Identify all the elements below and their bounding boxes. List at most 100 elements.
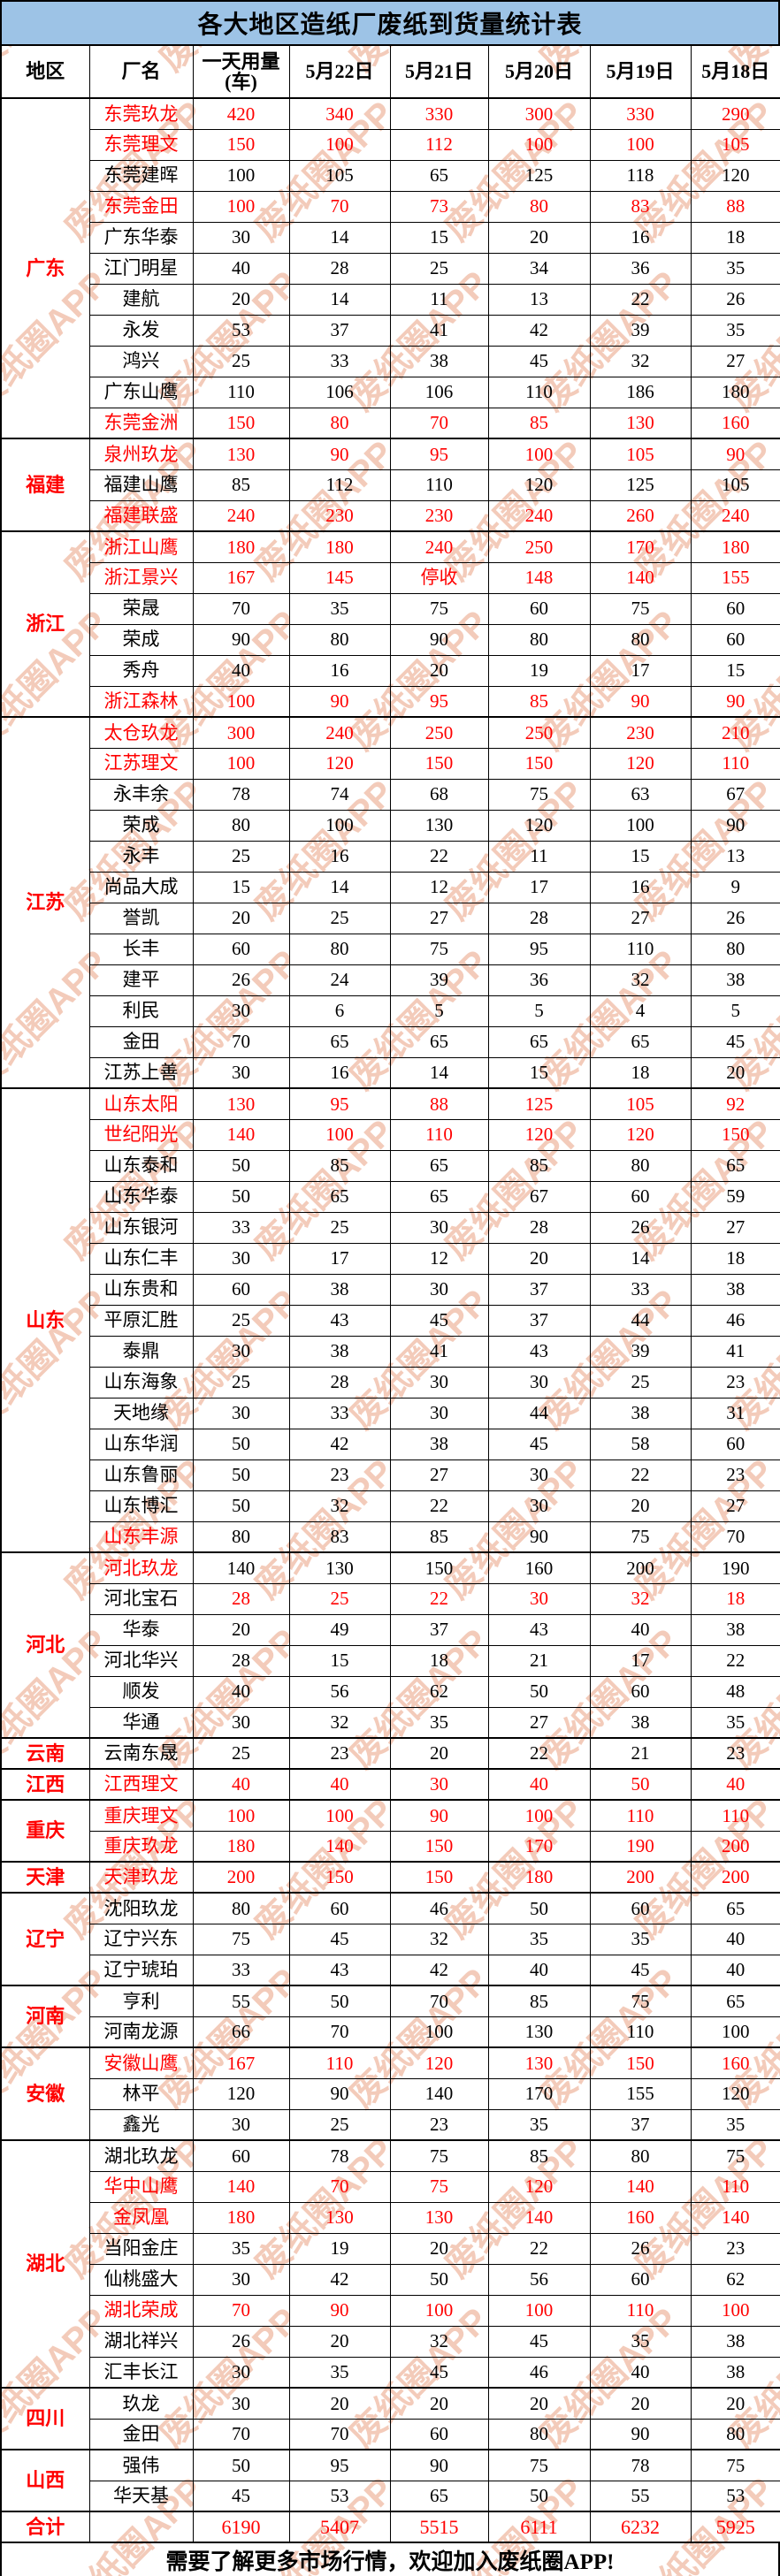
value-cell: 12 bbox=[389, 1242, 489, 1275]
factory-name-cell: 云南东晟 bbox=[88, 1737, 194, 1770]
value-cell: 110 bbox=[589, 2016, 692, 2048]
value-cell: 30 bbox=[487, 1459, 591, 1491]
table-row: 汇丰长江 30 35 45 46 40 38 bbox=[1, 2356, 780, 2389]
factory-name-cell: 江西理文 bbox=[88, 1768, 194, 1801]
value-cell: 130 bbox=[589, 407, 692, 439]
value-cell: 120 bbox=[389, 2046, 489, 2079]
factory-name-cell: 东莞金洲 bbox=[88, 407, 194, 439]
value-cell: 25 bbox=[288, 1211, 391, 1244]
value-cell: 260 bbox=[589, 499, 692, 532]
value-cell: 160 bbox=[690, 407, 780, 439]
factory-name-cell: 尚品大成 bbox=[88, 871, 194, 903]
table-row: 东莞理文 150 100 112 100 100 105 bbox=[1, 128, 780, 161]
region-cell: 天津 bbox=[0, 1861, 90, 1894]
value-cell: 53 bbox=[690, 2480, 780, 2512]
value-cell: 90 bbox=[389, 623, 489, 656]
factory-name-cell: 金凤凰 bbox=[88, 2201, 194, 2234]
value-cell: 35 bbox=[690, 1706, 780, 1739]
table-row: 誉凯 20 25 27 28 27 26 bbox=[1, 902, 780, 934]
value-cell: 35 bbox=[589, 2325, 692, 2358]
value-cell: 37 bbox=[389, 1613, 489, 1646]
value-cell: 80 bbox=[487, 190, 591, 223]
value-cell: 9 bbox=[690, 871, 780, 903]
value-cell: 30 bbox=[192, 2387, 290, 2420]
value-cell: 85 bbox=[192, 469, 290, 501]
value-cell: 35 bbox=[690, 314, 780, 347]
region-cell: 江西 bbox=[0, 1768, 90, 1801]
table-row: 山东海象 25 28 30 30 25 23 bbox=[1, 1366, 780, 1399]
table-row: 广东山鹰 110 106 106 110 186 180 bbox=[1, 376, 780, 408]
value-cell: 180 bbox=[690, 376, 780, 408]
value-cell: 38 bbox=[389, 345, 489, 377]
value-cell: 30 bbox=[389, 1211, 489, 1244]
value-cell: 32 bbox=[389, 2325, 489, 2358]
value-cell: 20 bbox=[487, 221, 591, 254]
region-cell: 山东 bbox=[0, 1087, 90, 1553]
value-cell: 18 bbox=[690, 1582, 780, 1615]
value-cell: 150 bbox=[389, 747, 489, 780]
value-cell: 34 bbox=[487, 252, 591, 285]
value-cell: 105 bbox=[288, 159, 391, 192]
value-cell: 30 bbox=[192, 995, 290, 1027]
value-cell: 38 bbox=[589, 1397, 692, 1429]
value-cell: 58 bbox=[589, 1428, 692, 1460]
value-cell: 250 bbox=[389, 716, 489, 749]
value-cell: 14 bbox=[389, 1056, 489, 1089]
value-cell: 88 bbox=[690, 190, 780, 223]
value-cell: 45 bbox=[487, 1428, 591, 1460]
value-cell: 12 bbox=[389, 871, 489, 903]
value-cell: 40 bbox=[192, 1768, 290, 1801]
value-cell: 35 bbox=[690, 252, 780, 285]
value-cell: 60 bbox=[589, 1180, 692, 1213]
value-cell: 30 bbox=[192, 2108, 290, 2141]
factory-name-cell: 湖北玖龙 bbox=[88, 2139, 194, 2172]
value-cell: 28 bbox=[487, 902, 591, 934]
value-cell: 130 bbox=[389, 809, 489, 842]
column-header-factory: 厂名 bbox=[88, 44, 194, 99]
factory-name-cell: 山东仁丰 bbox=[88, 1242, 194, 1275]
value-cell: 90 bbox=[288, 438, 391, 470]
value-cell: 140 bbox=[589, 2170, 692, 2203]
value-cell: 167 bbox=[192, 561, 290, 594]
value-cell: 50 bbox=[589, 1768, 692, 1801]
table-row: 辽宁兴东 75 45 32 35 35 40 bbox=[1, 1923, 780, 1955]
value-cell: 25 bbox=[192, 1304, 290, 1337]
value-cell: 250 bbox=[487, 530, 591, 563]
value-cell: 35 bbox=[487, 2108, 591, 2141]
value-cell: 100 bbox=[389, 2294, 489, 2327]
factory-name-cell: 重庆玖龙 bbox=[88, 1830, 194, 1863]
table-row: 浙江森林 100 90 95 85 90 90 bbox=[1, 685, 780, 718]
table-row: 东莞金洲 150 80 70 85 130 160 bbox=[1, 407, 780, 439]
value-cell: 20 bbox=[389, 654, 489, 687]
table-row: 永丰余 78 74 68 75 63 67 bbox=[1, 778, 780, 811]
value-cell: 25 bbox=[192, 1737, 290, 1770]
value-cell: 13 bbox=[487, 283, 591, 316]
page-title: 各大地区造纸厂废纸到货量统计表 bbox=[0, 0, 780, 44]
value-cell: 56 bbox=[487, 2263, 591, 2296]
value-cell: 22 bbox=[389, 1490, 489, 1522]
value-cell: 100 bbox=[389, 2016, 489, 2048]
table-row: 秀舟 40 16 20 19 17 15 bbox=[1, 654, 780, 687]
region-cell: 重庆 bbox=[0, 1799, 90, 1863]
table-row: 顺发 40 56 62 50 60 48 bbox=[1, 1675, 780, 1708]
value-cell: 40 bbox=[690, 1923, 780, 1955]
value-cell: 88 bbox=[389, 1087, 489, 1120]
value-cell: 130 bbox=[288, 2201, 391, 2234]
value-cell: 20 bbox=[389, 1737, 489, 1770]
value-cell: 20 bbox=[487, 2387, 591, 2420]
value-cell: 46 bbox=[690, 1304, 780, 1337]
column-header-region: 地区 bbox=[0, 44, 90, 99]
value-cell: 15 bbox=[288, 1644, 391, 1677]
value-cell: 20 bbox=[288, 2325, 391, 2358]
table-row: 永丰 25 16 22 11 15 13 bbox=[1, 840, 780, 873]
value-cell: 41 bbox=[690, 1335, 780, 1368]
value-cell: 145 bbox=[288, 561, 391, 594]
value-cell: 80 bbox=[288, 623, 391, 656]
value-cell: 100 bbox=[192, 747, 290, 780]
value-cell: 100 bbox=[288, 1118, 391, 1151]
factory-name-cell: 荣晟 bbox=[88, 592, 194, 625]
value-cell: 44 bbox=[487, 1397, 591, 1429]
table-row: 平原汇胜 25 43 45 37 44 46 bbox=[1, 1304, 780, 1337]
factory-name-cell: 建平 bbox=[88, 964, 194, 996]
value-cell: 92 bbox=[690, 1087, 780, 1120]
